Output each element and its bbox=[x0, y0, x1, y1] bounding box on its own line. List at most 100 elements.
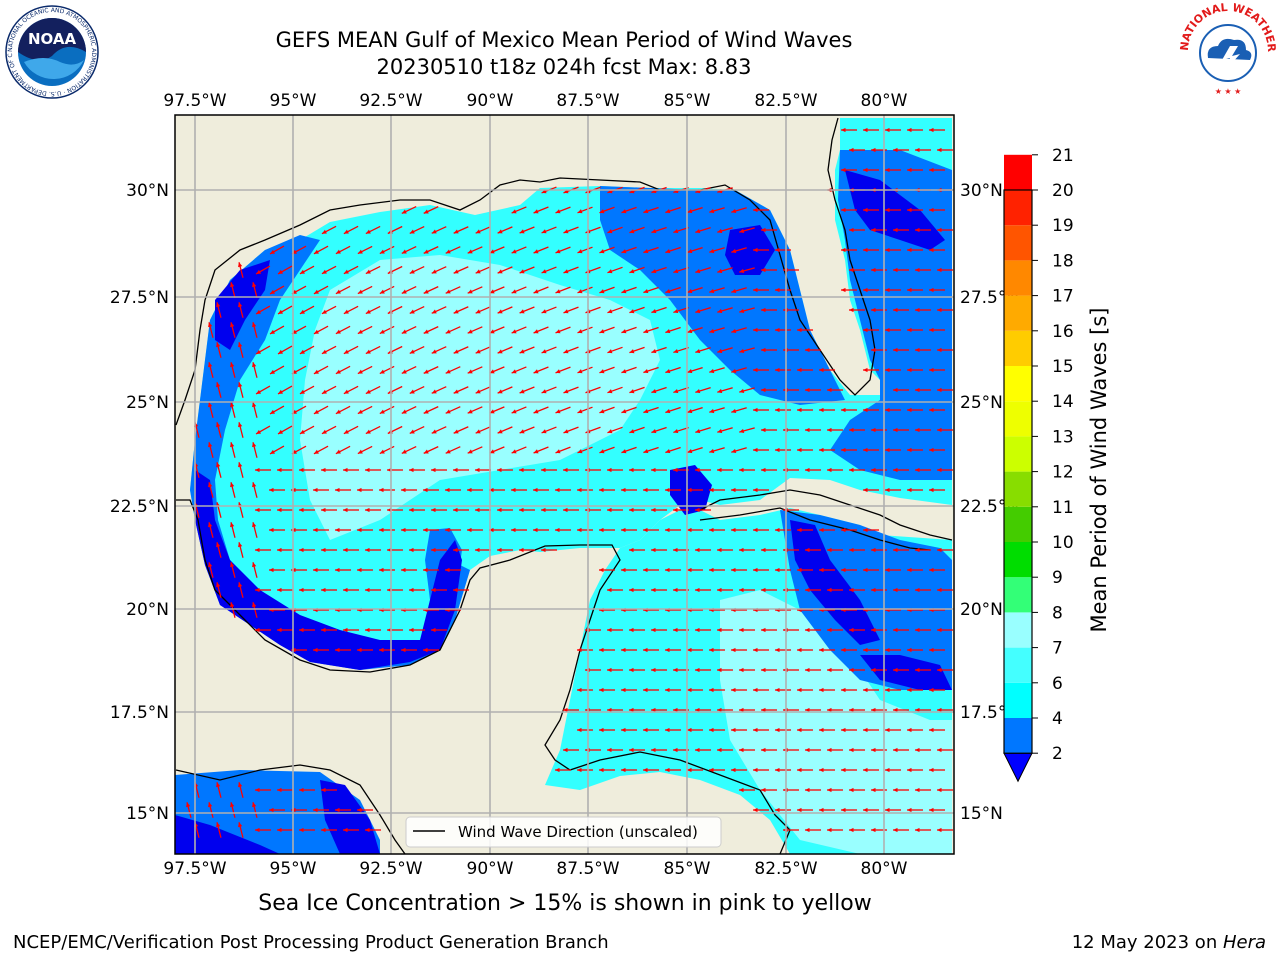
wave-arrow bbox=[753, 287, 769, 293]
wave-arrow bbox=[299, 507, 315, 513]
wave-arrow bbox=[431, 507, 447, 513]
colorbar-tick-label-12: 16 bbox=[1052, 322, 1074, 342]
wave-arrow bbox=[643, 527, 659, 533]
wave-arrow bbox=[863, 327, 879, 333]
wave-arrow bbox=[717, 707, 733, 713]
wave-arrow bbox=[431, 426, 447, 434]
wave-arrow bbox=[599, 647, 615, 653]
wave-arrow bbox=[673, 386, 689, 394]
wave-arrow bbox=[651, 747, 667, 753]
wave-arrow bbox=[761, 387, 777, 393]
wave-arrow bbox=[907, 727, 923, 733]
wave-arrow bbox=[629, 627, 645, 633]
wave-arrow bbox=[709, 527, 725, 533]
wave-arrow bbox=[761, 787, 777, 793]
wave-arrow bbox=[533, 527, 549, 533]
wave-arrow bbox=[533, 406, 549, 414]
wave-arrow bbox=[577, 687, 593, 693]
wave-arrow bbox=[629, 547, 645, 553]
wave-arrow bbox=[607, 226, 623, 234]
wave-arrow bbox=[775, 287, 791, 293]
wave-arrow bbox=[937, 747, 953, 753]
wave-arrow bbox=[277, 467, 293, 473]
wave-arrow bbox=[335, 567, 351, 573]
wave-arrow bbox=[409, 587, 425, 593]
wave-arrow bbox=[216, 822, 222, 838]
wave-arrow bbox=[827, 587, 843, 593]
wave-arrow bbox=[343, 827, 359, 833]
wave-arrow bbox=[445, 446, 461, 454]
wave-arrow bbox=[805, 387, 821, 393]
wave-arrow bbox=[343, 587, 359, 593]
wave-arrow bbox=[321, 627, 337, 633]
wave-arrow bbox=[915, 827, 931, 833]
wave-arrow bbox=[445, 567, 461, 573]
wave-arrow bbox=[475, 226, 491, 234]
wave-arrow bbox=[255, 425, 271, 435]
wave-arrow bbox=[238, 342, 244, 358]
wave-arrow bbox=[863, 127, 879, 133]
wave-arrow bbox=[335, 445, 351, 455]
wave-arrow bbox=[208, 322, 214, 338]
wave-arrow bbox=[599, 527, 615, 533]
wave-arrow bbox=[511, 286, 527, 294]
wave-arrow bbox=[775, 767, 791, 773]
wave-arrow bbox=[431, 587, 447, 593]
wave-arrow bbox=[423, 286, 439, 294]
wave-arrow bbox=[475, 467, 491, 473]
wave-arrow bbox=[321, 547, 337, 553]
wave-arrow bbox=[357, 527, 373, 533]
wave-arrow bbox=[643, 687, 659, 693]
wave-arrow bbox=[431, 627, 447, 633]
wind-wave-direction-arrows bbox=[186, 127, 953, 838]
honduras-coast bbox=[175, 764, 406, 855]
wave-arrow bbox=[885, 127, 901, 133]
wave-arrow bbox=[555, 487, 571, 493]
wave-arrow bbox=[937, 827, 953, 833]
wave-arrow bbox=[599, 446, 615, 454]
wave-arrow bbox=[797, 727, 813, 733]
wave-arrow bbox=[629, 346, 645, 354]
wave-arrow bbox=[739, 307, 755, 314]
wave-arrow bbox=[335, 245, 351, 255]
colorbar-tick-label-14: 18 bbox=[1052, 251, 1074, 271]
wave-arrow bbox=[907, 327, 923, 333]
wave-arrow bbox=[607, 266, 623, 274]
wave-arrow bbox=[849, 707, 865, 713]
wave-arrow bbox=[907, 447, 923, 453]
wave-arrow bbox=[775, 247, 791, 253]
wave-arrow bbox=[687, 487, 703, 493]
wave-arrow bbox=[731, 767, 747, 773]
wave-arrow bbox=[819, 687, 835, 693]
wave-arrow bbox=[607, 426, 623, 434]
wave-arrow bbox=[599, 487, 615, 493]
bottom-lon-label-1: 95°W bbox=[270, 859, 317, 879]
wave-arrow bbox=[453, 426, 469, 434]
wave-arrow bbox=[695, 667, 711, 673]
map-frame bbox=[174, 114, 955, 855]
wave-arrow bbox=[731, 327, 747, 334]
wave-arrow bbox=[797, 687, 813, 693]
wave-arrow bbox=[321, 507, 337, 513]
wave-arrow bbox=[357, 245, 373, 255]
wave-arrow bbox=[731, 447, 747, 454]
wave-arrow bbox=[629, 747, 645, 753]
wave-arrow bbox=[893, 627, 909, 633]
wave-arrow bbox=[937, 627, 953, 633]
wave-arrow bbox=[775, 407, 791, 413]
wave-arrow bbox=[252, 442, 258, 458]
wave-arrow bbox=[489, 446, 505, 454]
wave-arrow bbox=[563, 707, 579, 713]
wave-arrow bbox=[665, 286, 681, 294]
wave-arrow bbox=[849, 547, 865, 553]
top-lon-label-3: 90°W bbox=[467, 91, 514, 111]
wave-arrow bbox=[937, 707, 953, 713]
wave-arrow bbox=[321, 787, 337, 793]
wave-arrow bbox=[533, 446, 549, 454]
footer-date-text: 12 May 2023 on bbox=[1071, 932, 1223, 953]
wave-arrow bbox=[277, 305, 293, 315]
wave-arrow bbox=[629, 507, 645, 513]
wave-arrow bbox=[467, 246, 483, 254]
wave-arrow bbox=[819, 727, 835, 733]
